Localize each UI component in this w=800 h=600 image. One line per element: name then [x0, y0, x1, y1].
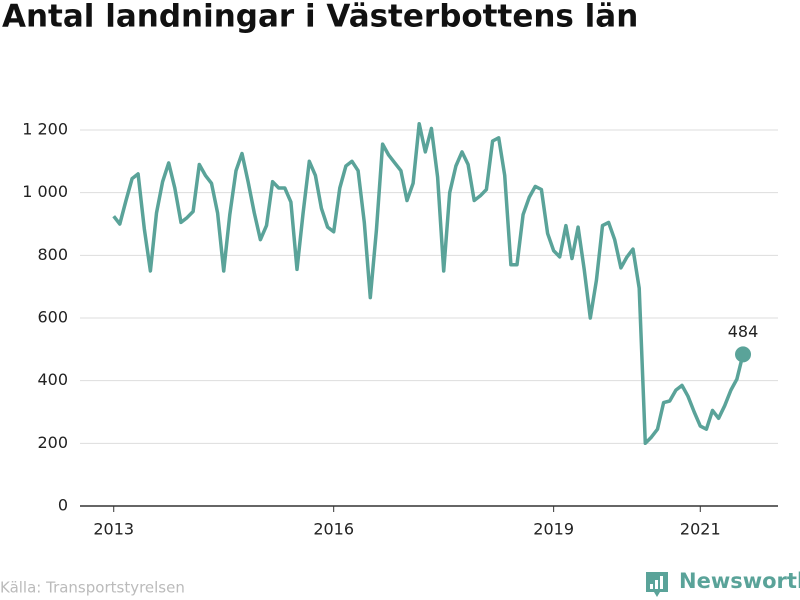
y-tick-label: 600	[37, 308, 68, 327]
y-tick-label: 400	[37, 370, 68, 389]
y-tick-label: 0	[58, 496, 68, 515]
x-tick-label: 2019	[533, 520, 574, 539]
x-tick-label: 2021	[680, 520, 721, 539]
y-tick-label: 1 200	[22, 120, 68, 139]
x-tick-label: 2013	[93, 520, 134, 539]
y-tick-label: 1 000	[22, 182, 68, 201]
brand: Newsworthy	[679, 569, 800, 593]
source: Källa: Transportstyrelsen	[0, 579, 185, 597]
y-tick-label: 800	[37, 245, 68, 264]
x-tick-label: 2016	[313, 520, 354, 539]
end-marker	[735, 346, 752, 363]
y-tick-label: 200	[37, 433, 68, 452]
line	[112, 121, 745, 446]
data-label: 484	[728, 322, 759, 341]
brand-logo	[646, 572, 668, 597]
chart-title: Antal landningar i Västerbottens län	[2, 0, 638, 35]
